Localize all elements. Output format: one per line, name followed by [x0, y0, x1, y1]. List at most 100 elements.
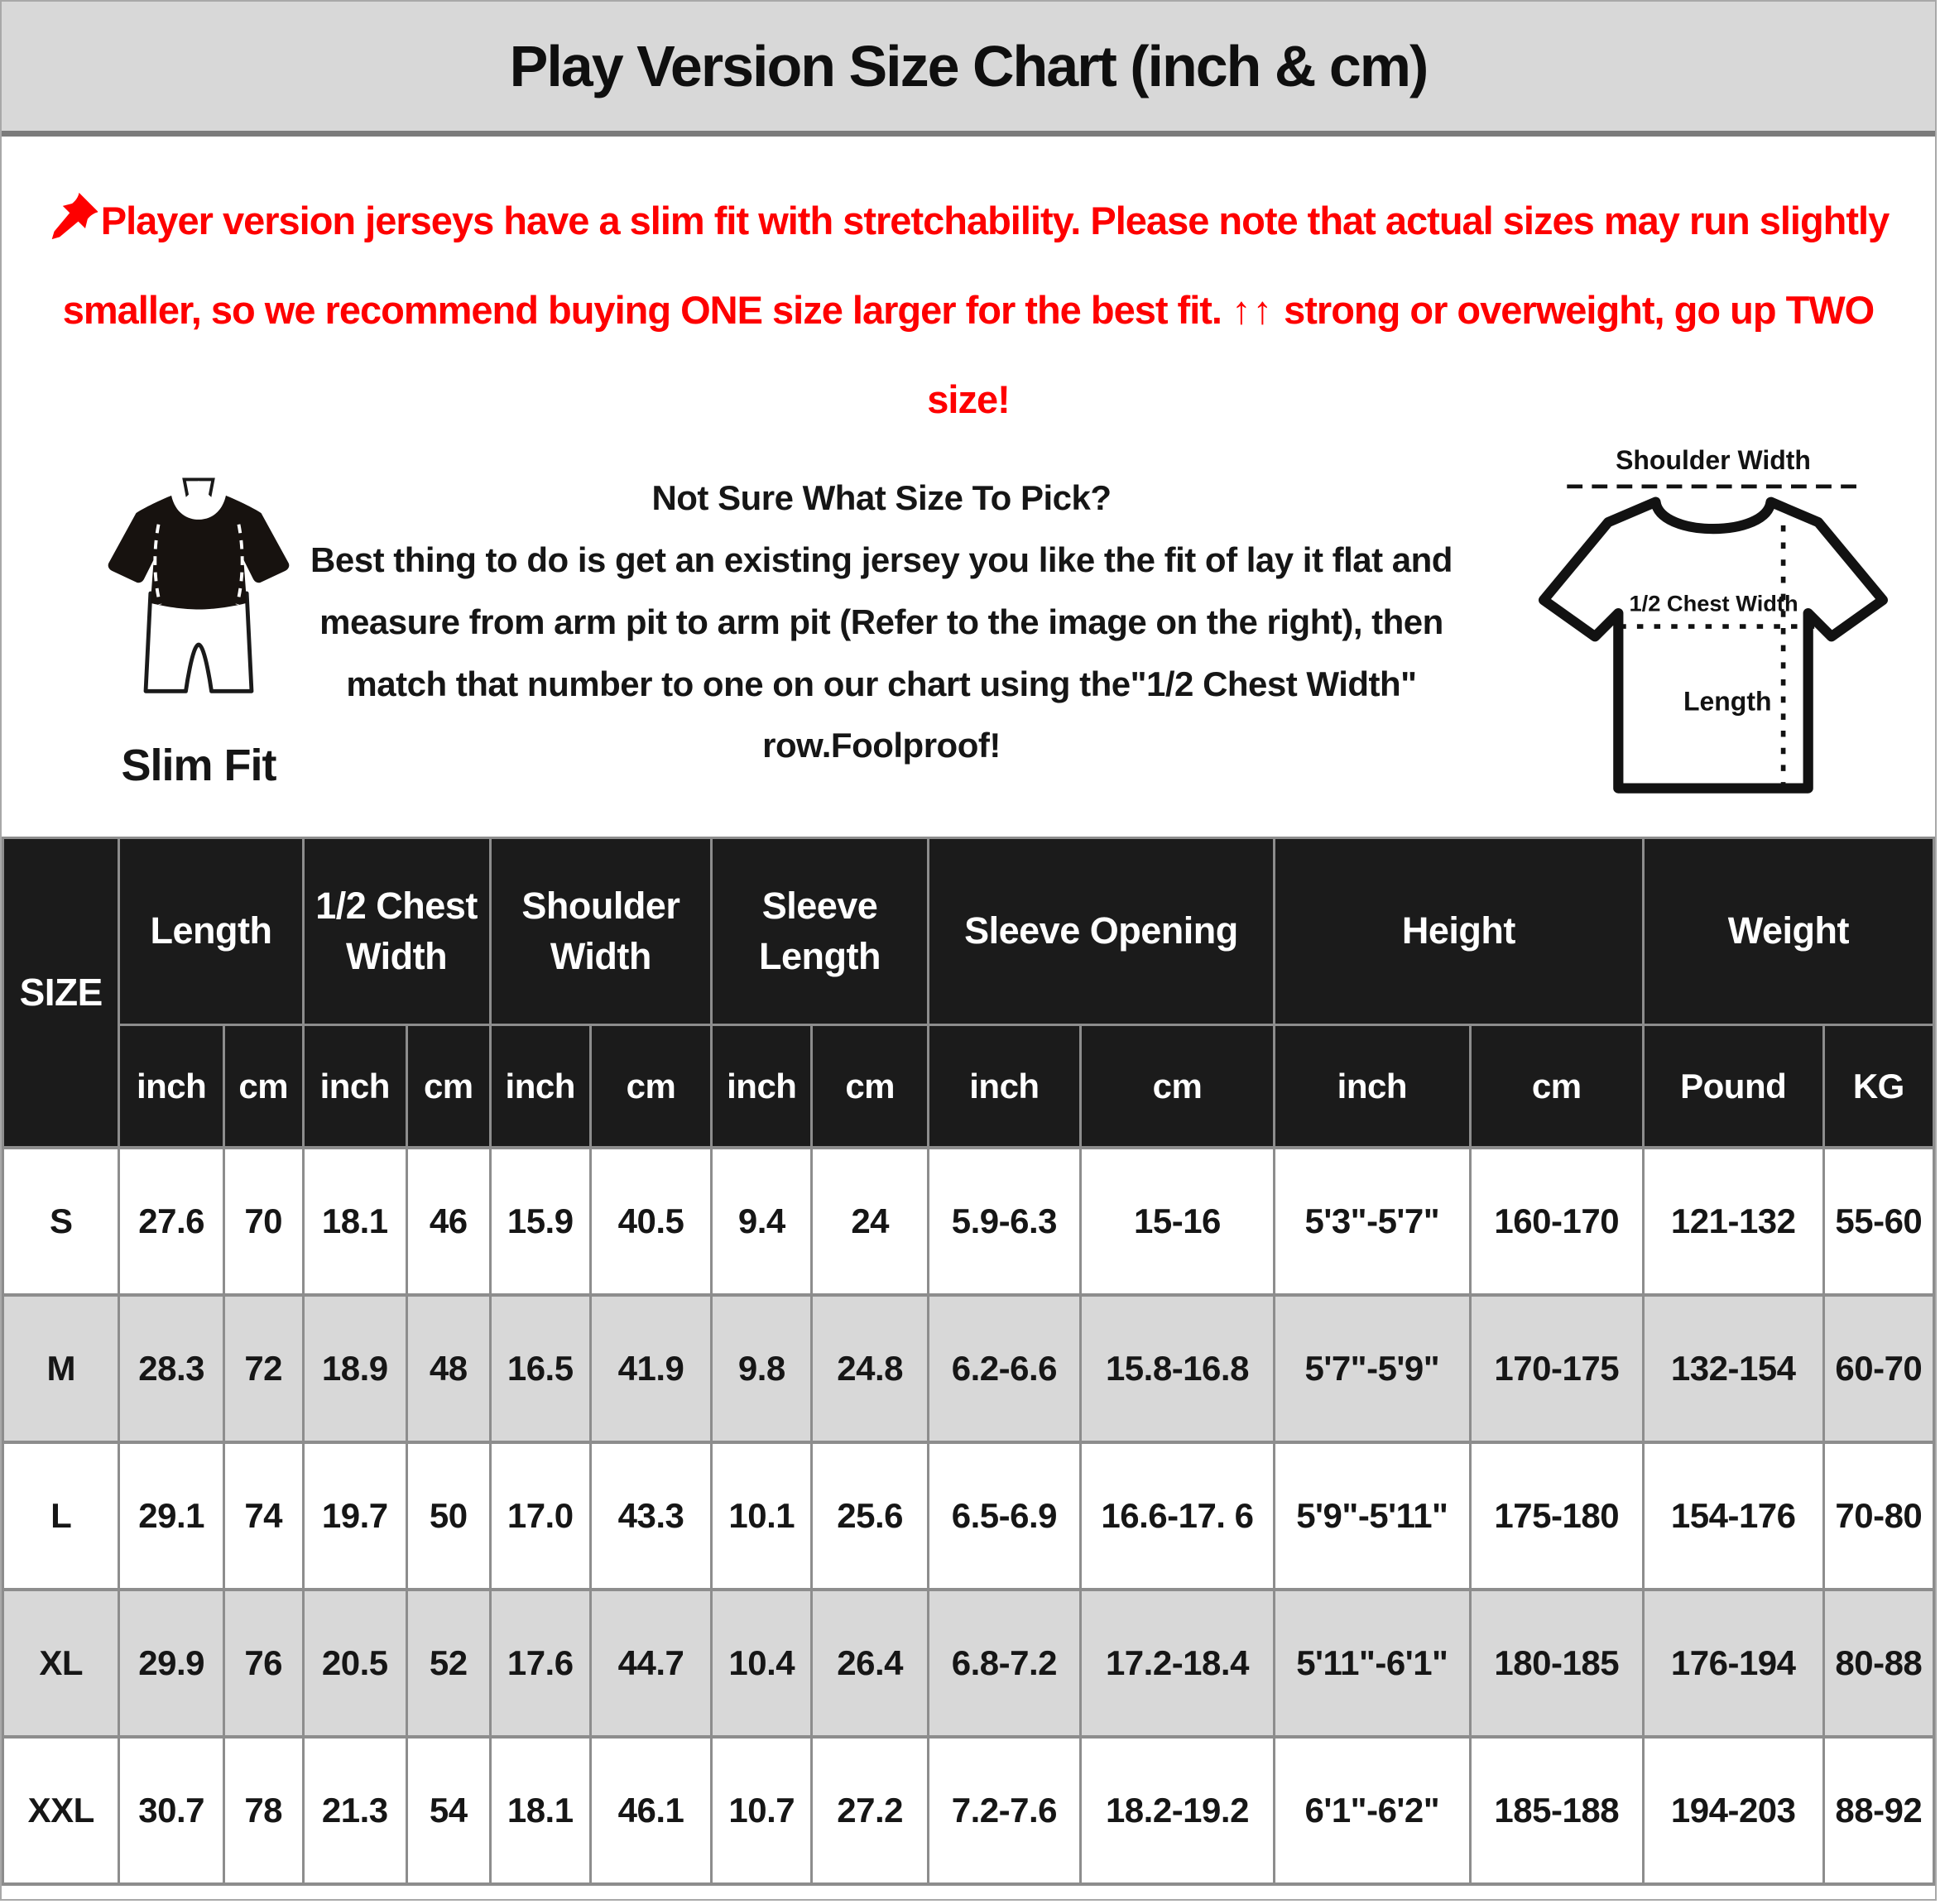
subheader-length-inch: inch [118, 1024, 225, 1149]
guide-heading: Not Sure What Size To Pick? [651, 478, 1112, 518]
cell: 40.5 [588, 1145, 713, 1297]
cell: 7.2-7.6 [926, 1734, 1082, 1886]
pushpin-icon [48, 183, 98, 240]
cell: 17.6 [488, 1587, 592, 1739]
cell: 60-70 [1822, 1293, 1935, 1444]
subheader-opening-inch: inch [926, 1024, 1082, 1149]
size-label: S [2, 1145, 121, 1297]
cell: 44.7 [588, 1587, 713, 1739]
page-title: Play Version Size Chart (inch & cm) [509, 34, 1429, 98]
cell: 175-180 [1468, 1440, 1645, 1591]
cell: 24.8 [810, 1293, 929, 1444]
col-header-half-chest-width: 1/2 Chest Width [301, 837, 492, 1027]
cell: 24 [810, 1145, 929, 1297]
cell: 10.7 [710, 1734, 814, 1886]
table-row-s: S 27.6 70 18.1 46 15.9 40.5 9.4 24 5.9-6… [2, 1145, 1935, 1297]
cell: 154-176 [1641, 1440, 1825, 1591]
table-row-l: L 29.1 74 19.7 50 17.0 43.3 10.1 25.6 6.… [2, 1440, 1935, 1591]
guide-text: Not Sure What Size To Pick? Best thing t… [306, 468, 1457, 777]
cell: 5.9-6.3 [926, 1145, 1082, 1297]
subheader-chest-inch: inch [301, 1024, 409, 1149]
table-row-m: M 28.3 72 18.9 48 16.5 41.9 9.8 24.8 6.2… [2, 1293, 1935, 1444]
cell: 18.2-19.2 [1078, 1734, 1275, 1886]
subheader-shoulder-cm: cm [588, 1024, 713, 1149]
cell: 180-185 [1468, 1587, 1645, 1739]
subheader-weight-pound: Pound [1641, 1024, 1825, 1149]
cell: 46.1 [588, 1734, 713, 1886]
subheader-height-cm: cm [1468, 1024, 1645, 1149]
cell: 27.2 [810, 1734, 929, 1886]
cell: 15-16 [1078, 1145, 1275, 1297]
subheader-shoulder-inch: inch [488, 1024, 592, 1149]
cell: 29.1 [118, 1440, 225, 1591]
cell: 25.6 [810, 1440, 929, 1591]
cell: 132-154 [1641, 1293, 1825, 1444]
slim-fit-icon [108, 477, 290, 694]
cell: 48 [406, 1293, 492, 1444]
cell: 6.8-7.2 [926, 1587, 1082, 1739]
cell: 54 [406, 1734, 492, 1886]
up-arrows: ↑↑ [1232, 288, 1275, 333]
cell: 194-203 [1641, 1734, 1825, 1886]
cell: 6.2-6.6 [926, 1293, 1082, 1444]
cell: 19.7 [301, 1440, 409, 1591]
cell: 16.5 [488, 1293, 592, 1444]
subheader-sleeve-cm: cm [810, 1024, 929, 1149]
cell: 17.0 [488, 1440, 592, 1591]
cell: 18.9 [301, 1293, 409, 1444]
subheader-chest-cm: cm [406, 1024, 492, 1149]
cell: 5'11"-6'1" [1272, 1587, 1472, 1739]
cell: 18.1 [488, 1734, 592, 1886]
cell: 30.7 [118, 1734, 225, 1886]
slim-fit-label: Slim Fit [121, 741, 276, 791]
cell: 43.3 [588, 1440, 713, 1591]
cell: 10.1 [710, 1440, 814, 1591]
cell: 6'1"-6'2" [1272, 1734, 1472, 1886]
cell: 80-88 [1822, 1587, 1935, 1739]
cell: 5'9"-5'11" [1272, 1440, 1472, 1591]
slim-fit-figure: Slim Fit [74, 472, 323, 791]
cell: 41.9 [588, 1293, 713, 1444]
cell: 185-188 [1468, 1734, 1645, 1886]
cell: 15.9 [488, 1145, 592, 1297]
fit-notice: Player version jerseys have a slim fit w… [2, 137, 1935, 449]
col-header-sleeve-opening: Sleeve Opening [926, 837, 1275, 1027]
cell: 74 [222, 1440, 305, 1591]
col-header-weight: Weight [1641, 837, 1935, 1027]
cell: 72 [222, 1293, 305, 1444]
col-header-size: SIZE [2, 837, 121, 1149]
cell: 26.4 [810, 1587, 929, 1739]
cell: 10.4 [710, 1587, 814, 1739]
cell: 121-132 [1641, 1145, 1825, 1297]
table-header-units: inch cm inch cm inch cm inch cm inch cm … [3, 1024, 1935, 1149]
size-label: XXL [2, 1734, 121, 1886]
cell: 17.2-18.4 [1078, 1587, 1275, 1739]
cell: 170-175 [1468, 1293, 1645, 1444]
subheader-opening-cm: cm [1078, 1024, 1275, 1149]
notice-text: Player version jerseys have a slim fit w… [62, 199, 1890, 333]
cell: 52 [406, 1587, 492, 1739]
cell: 46 [406, 1145, 492, 1297]
cell: 9.4 [710, 1145, 814, 1297]
measure-guide: Slim Fit Not Sure What Size To Pick? Bes… [2, 445, 1935, 837]
diagram-half-chest-label: 1/2 Chest Width [1629, 591, 1798, 616]
tshirt-measure-diagram: Shoulder Width 1/2 Chest Width Length [1501, 445, 1925, 835]
cell: 9.8 [710, 1293, 814, 1444]
title-bar: Play Version Size Chart (inch & cm) [2, 2, 1935, 137]
subheader-weight-kg: KG [1822, 1024, 1935, 1149]
table-row-xxl: XXL 30.7 78 21.3 54 18.1 46.1 10.7 27.2 … [2, 1734, 1935, 1886]
diagram-length-label: Length [1683, 687, 1772, 717]
cell: 55-60 [1822, 1145, 1935, 1297]
guide-body: Best thing to do is get an existing jers… [310, 540, 1453, 765]
cell: 176-194 [1641, 1587, 1825, 1739]
cell: 21.3 [301, 1734, 409, 1886]
subheader-sleeve-inch: inch [710, 1024, 814, 1149]
cell: 18.1 [301, 1145, 409, 1297]
cell: 15.8-16.8 [1078, 1293, 1275, 1444]
notice-text-after: strong or overweight, go up TWO size! [927, 288, 1875, 422]
cell: 70-80 [1822, 1440, 1935, 1591]
cell: 76 [222, 1587, 305, 1739]
cell: 5'7"-5'9" [1272, 1293, 1472, 1444]
cell: 88-92 [1822, 1734, 1935, 1886]
